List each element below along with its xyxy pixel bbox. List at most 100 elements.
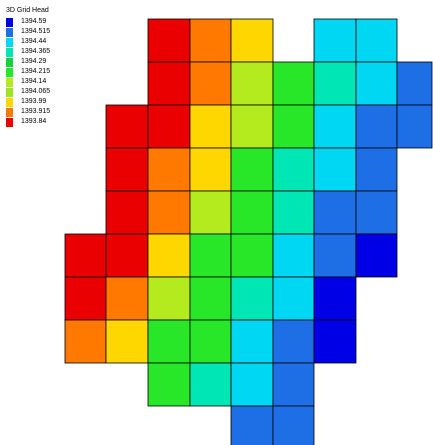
grid-cell xyxy=(355,147,398,192)
legend-entry: 1393.915 xyxy=(6,107,50,117)
grid-cell xyxy=(396,104,433,149)
grid-cell xyxy=(272,61,315,106)
grid-cell xyxy=(230,18,274,63)
grid-cell xyxy=(313,319,357,364)
grid-cell xyxy=(147,61,191,106)
grid-cells xyxy=(64,18,433,445)
legend-label: 1394.59 xyxy=(21,18,47,25)
grid-cell xyxy=(230,405,274,445)
legend-entry: 1393.84 xyxy=(6,117,50,127)
legend-label: 1393.84 xyxy=(21,118,47,125)
legend-entry: 1394.365 xyxy=(6,47,50,57)
grid-cell xyxy=(355,61,398,106)
grid-cell xyxy=(230,276,274,321)
legend-label: 1394.44 xyxy=(21,38,47,45)
legend-items: 1394.59 1394.515 1394.44 1394.365 1394.29 139… xyxy=(6,17,50,127)
grid-cell xyxy=(189,362,232,407)
grid-cell xyxy=(189,190,232,235)
grid-cell xyxy=(189,61,232,106)
grid-cell xyxy=(230,319,274,364)
legend-swatch xyxy=(6,87,13,97)
grid-cell xyxy=(147,147,191,192)
legend-entry: 1394.515 xyxy=(6,27,50,37)
grid-cell xyxy=(105,319,149,364)
grid-cell xyxy=(355,190,398,235)
grid-cell xyxy=(105,104,149,149)
grid-cell xyxy=(64,233,107,278)
grid-cell xyxy=(230,61,274,106)
legend-entry: 1394.215 xyxy=(6,67,50,77)
legend-label: 1394.515 xyxy=(21,28,51,35)
grid-cell xyxy=(230,362,274,407)
grid-cell xyxy=(147,190,191,235)
grid-cell xyxy=(355,233,398,278)
legend-swatch xyxy=(6,57,13,67)
legend-entry: 1394.065 xyxy=(6,87,50,97)
grid-cell xyxy=(189,147,232,192)
grid-cell xyxy=(272,233,315,278)
grid-cell xyxy=(105,276,149,321)
legend-entry: 1394.14 xyxy=(6,77,50,87)
legend-entry: 1394.44 xyxy=(6,37,50,47)
legend-label: 1394.215 xyxy=(21,68,51,75)
grid-cell xyxy=(147,362,191,407)
legend-swatch xyxy=(6,67,13,77)
legend-swatch xyxy=(6,47,13,57)
grid-cell xyxy=(272,319,315,364)
grid-cell xyxy=(105,190,149,235)
grid-cell xyxy=(105,233,149,278)
grid-cell xyxy=(147,104,191,149)
legend: 3D Grid Head 1394.59 1394.515 1394.44 1394.… xyxy=(6,6,50,127)
grid-cell xyxy=(396,61,433,106)
legend-swatch xyxy=(6,107,13,117)
legend-label: 1394.065 xyxy=(21,88,51,95)
grid-cell xyxy=(147,319,191,364)
grid-cell xyxy=(147,18,191,63)
grid-cell xyxy=(147,276,191,321)
grid-cell xyxy=(355,18,398,63)
legend-label: 1393.915 xyxy=(21,108,51,115)
grid-cell xyxy=(272,190,315,235)
grid-cell xyxy=(313,233,357,278)
grid-cell xyxy=(313,147,357,192)
grid-cell xyxy=(355,104,398,149)
grid-cell xyxy=(272,362,315,407)
grid-cell xyxy=(313,104,357,149)
legend-label: 1394.29 xyxy=(21,58,47,65)
grid-cell xyxy=(189,276,232,321)
grid-cell xyxy=(230,147,274,192)
legend-label: 1394.14 xyxy=(21,78,47,85)
grid-cell xyxy=(313,18,357,63)
legend-title: 3D Grid Head xyxy=(6,7,49,14)
grid-cell xyxy=(313,61,357,106)
legend-entry: 1394.59 xyxy=(6,17,50,27)
grid-cell xyxy=(230,233,274,278)
legend-swatch xyxy=(6,37,13,47)
grid-cell xyxy=(272,147,315,192)
grid-cell xyxy=(105,147,149,192)
grid-cell xyxy=(272,405,315,445)
legend-label: 1393.99 xyxy=(21,98,47,105)
legend-swatch xyxy=(6,97,13,107)
grid-cell xyxy=(230,104,274,149)
grid-cell xyxy=(189,18,232,63)
grid-cell xyxy=(189,233,232,278)
legend-label: 1394.365 xyxy=(21,48,51,55)
legend-swatch xyxy=(6,117,13,127)
grid-cell xyxy=(64,319,107,364)
grid-cell xyxy=(272,276,315,321)
grid-cell xyxy=(64,276,107,321)
grid-cell xyxy=(189,319,232,364)
grid-cell xyxy=(230,190,274,235)
legend-swatch xyxy=(6,27,13,37)
legend-entry: 1393.99 xyxy=(6,97,50,107)
legend-swatch xyxy=(6,77,13,87)
legend-entry: 1394.29 xyxy=(6,57,50,67)
grid-cell xyxy=(189,104,232,149)
grid-cell xyxy=(147,233,191,278)
grid-cell xyxy=(313,276,357,321)
grid-cell xyxy=(313,190,357,235)
grid-cell xyxy=(272,104,315,149)
legend-swatch xyxy=(6,17,13,27)
